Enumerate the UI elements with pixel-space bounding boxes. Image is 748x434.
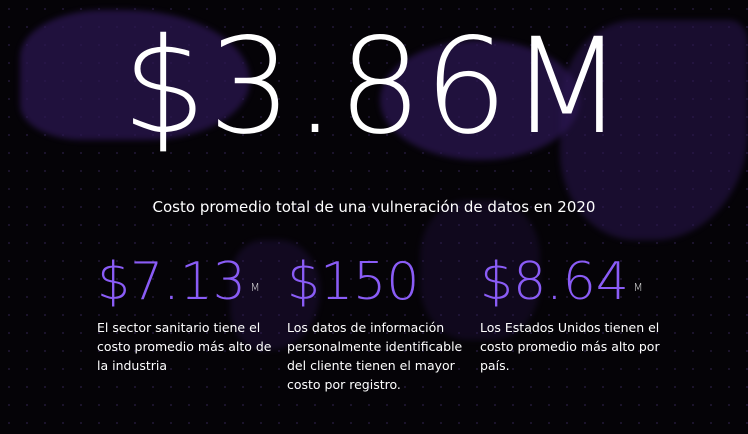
hero-caption: Costo promedio total de una vulneración … [152,198,596,216]
stat-healthcare: $7.13 M El sector sanitario tiene el cost… [97,252,277,375]
stat-value: $150 [287,252,420,312]
stat-usa: $8.64 M Los Estados Unidos tienen el cost… [480,252,660,375]
world-map-europe [380,40,580,160]
stat-per-record: $150 Los datos de información personalme… [287,252,467,394]
stat-value: $7.13 [97,252,246,312]
stat-suffix: M [633,281,643,294]
stat-description: El sector sanitario tiene el costo prome… [97,320,272,373]
hero-stat: $3.86M [122,10,626,164]
world-map-africa [420,200,540,340]
world-map-south-america [230,240,320,350]
stat-description: Los Estados Unidos tienen el costo prome… [480,320,660,373]
stat-value: $8.64 [480,252,629,312]
world-map-north-america [20,10,250,140]
stat-suffix: M [250,281,260,294]
stat-description: Los datos de información personalmente i… [287,320,463,392]
world-map-asia [560,20,748,240]
